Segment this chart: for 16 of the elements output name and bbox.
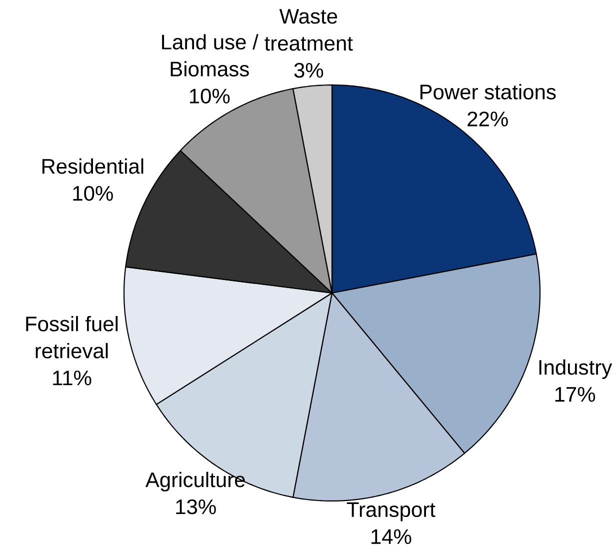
data-label: 10% bbox=[190, 88, 230, 104]
slice-label: Transport bbox=[346, 502, 436, 522]
slice-label: Industry bbox=[539, 359, 612, 379]
data-label: 3% bbox=[294, 62, 324, 78]
slice-label: Land use / Biomass bbox=[162, 34, 258, 77]
data-label: 22% bbox=[468, 112, 508, 126]
slice-label: Waste treatment bbox=[264, 9, 353, 51]
slice-label: Power stations bbox=[420, 84, 556, 100]
slice-label: Agriculture bbox=[145, 472, 245, 492]
data-label: 13% bbox=[176, 499, 216, 514]
data-label: 17% bbox=[555, 387, 596, 402]
slice-label: Residential bbox=[42, 158, 144, 174]
data-label: 11% bbox=[53, 370, 92, 386]
data-label: 14% bbox=[372, 529, 412, 544]
slice-label: Fossil fuel retrieval bbox=[26, 316, 118, 358]
data-label: 10% bbox=[73, 186, 113, 201]
